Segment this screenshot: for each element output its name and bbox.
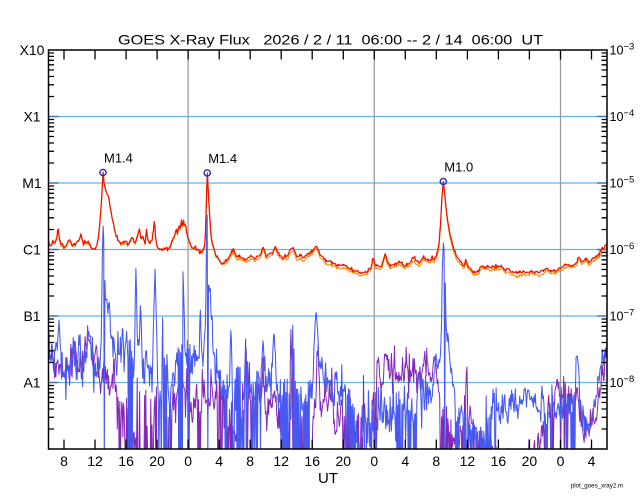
svg-text:4: 4 (401, 453, 409, 469)
svg-text:20: 20 (336, 453, 352, 469)
svg-text:0: 0 (184, 453, 192, 469)
svg-text:8: 8 (246, 453, 254, 469)
svg-text:UT: UT (318, 470, 338, 487)
svg-text:20: 20 (149, 453, 165, 469)
svg-text:12: 12 (273, 453, 289, 469)
svg-text:M1.4: M1.4 (208, 151, 237, 166)
svg-text:8: 8 (432, 453, 440, 469)
svg-text:0: 0 (557, 453, 565, 469)
svg-text:plot_goes_xray2.m: plot_goes_xray2.m (571, 483, 623, 490)
svg-text:GOES X-Ray Flux 2026 / 2 / 1: GOES X-Ray Flux 2026 / 2 / 11 06:00 -- 2… (118, 32, 544, 48)
svg-text:16: 16 (118, 453, 134, 469)
svg-text:0: 0 (370, 453, 378, 469)
svg-text:20: 20 (522, 453, 538, 469)
svg-text:12: 12 (460, 453, 476, 469)
svg-text:B1: B1 (23, 308, 40, 324)
svg-text:X1: X1 (23, 109, 40, 125)
svg-text:X10: X10 (20, 42, 45, 58)
svg-text:4: 4 (588, 453, 596, 469)
svg-text:M1.0: M1.0 (444, 160, 473, 175)
svg-text:16: 16 (304, 453, 320, 469)
svg-text:M1: M1 (22, 175, 42, 191)
svg-text:C1: C1 (23, 242, 41, 258)
svg-text:8: 8 (60, 453, 68, 469)
svg-text:12: 12 (87, 453, 103, 469)
svg-text:16: 16 (491, 453, 507, 469)
svg-text:A1: A1 (23, 375, 40, 391)
svg-text:4: 4 (215, 453, 223, 469)
svg-text:M1.4: M1.4 (104, 151, 133, 166)
